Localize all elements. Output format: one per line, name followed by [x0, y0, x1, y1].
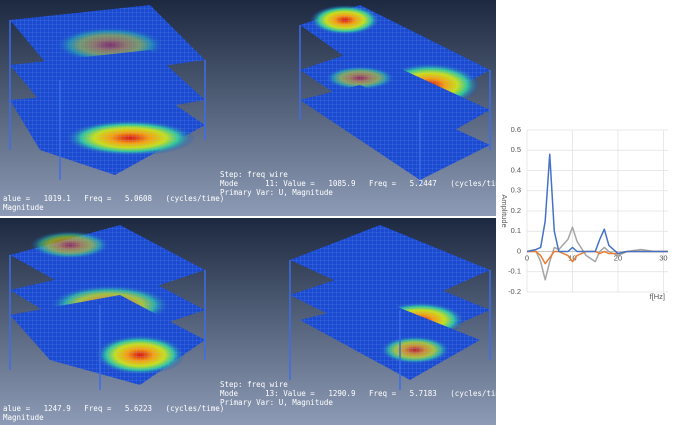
caption-line: Mode 11: Value = 1085.9 Freq = 5.2447 (c…: [220, 179, 509, 188]
x-tick-label: 0: [525, 253, 529, 262]
chart-bg: [496, 115, 680, 315]
series-line: [526, 153, 668, 255]
fe-model: [9, 225, 206, 390]
y-tick-label: -0.1: [508, 267, 521, 276]
x-axis-title: f[Hz]: [650, 292, 665, 301]
y-tick-label: 0: [517, 246, 521, 255]
caption-line: Primary Var: U, Magnitude: [220, 398, 333, 407]
caption-line: Magnitude: [3, 203, 44, 212]
caption-line: alue = 1247.9 Freq = 5.6223 (cycles/time…: [3, 404, 224, 413]
captions: alue = 1019.1 Freq = 5.0608 (cycles/time…: [3, 170, 509, 422]
caption-line: Magnitude: [3, 413, 44, 422]
y-tick-label: 0.5: [511, 145, 521, 154]
y-tick-label: -0.2: [508, 287, 521, 296]
x-tick-label: 30: [659, 253, 667, 262]
x-tick-label: 10: [568, 253, 576, 262]
x-tick-label: 20: [614, 253, 622, 262]
y-tick-label: 0.2: [511, 206, 521, 215]
caption-line: alue = 1019.1 Freq = 5.0608 (cycles/time…: [3, 194, 224, 203]
y-tick-label: 0.3: [511, 186, 521, 195]
y-axis-title: Amplitude: [500, 194, 509, 227]
fe-model: [299, 5, 491, 185]
fe-model: [9, 5, 206, 180]
caption-line: Mode 13: Value = 1290.9 Freq = 5.7183 (c…: [220, 389, 509, 398]
y-tick-label: 0.1: [511, 226, 521, 235]
caption-line: Primary Var: U, Magnitude: [220, 188, 333, 197]
y-tick-label: 0.4: [511, 165, 521, 174]
y-tick-label: 0.6: [511, 125, 521, 134]
mode-panels: [0, 0, 496, 425]
caption-line: Step: freq wire: [220, 380, 288, 389]
plot: -0.2 -0.1 0 0.1 0.2 0.3 0.4 0.5 0.6 0 10 20 30: [508, 125, 668, 296]
chart: Amplitude f[Hz] -0.2 -0.1 0 0.1 0.2 0.3 0.4 0.5…: [496, 115, 680, 315]
fe-model: [289, 225, 491, 390]
caption-line: Step: freq wire: [220, 170, 288, 179]
